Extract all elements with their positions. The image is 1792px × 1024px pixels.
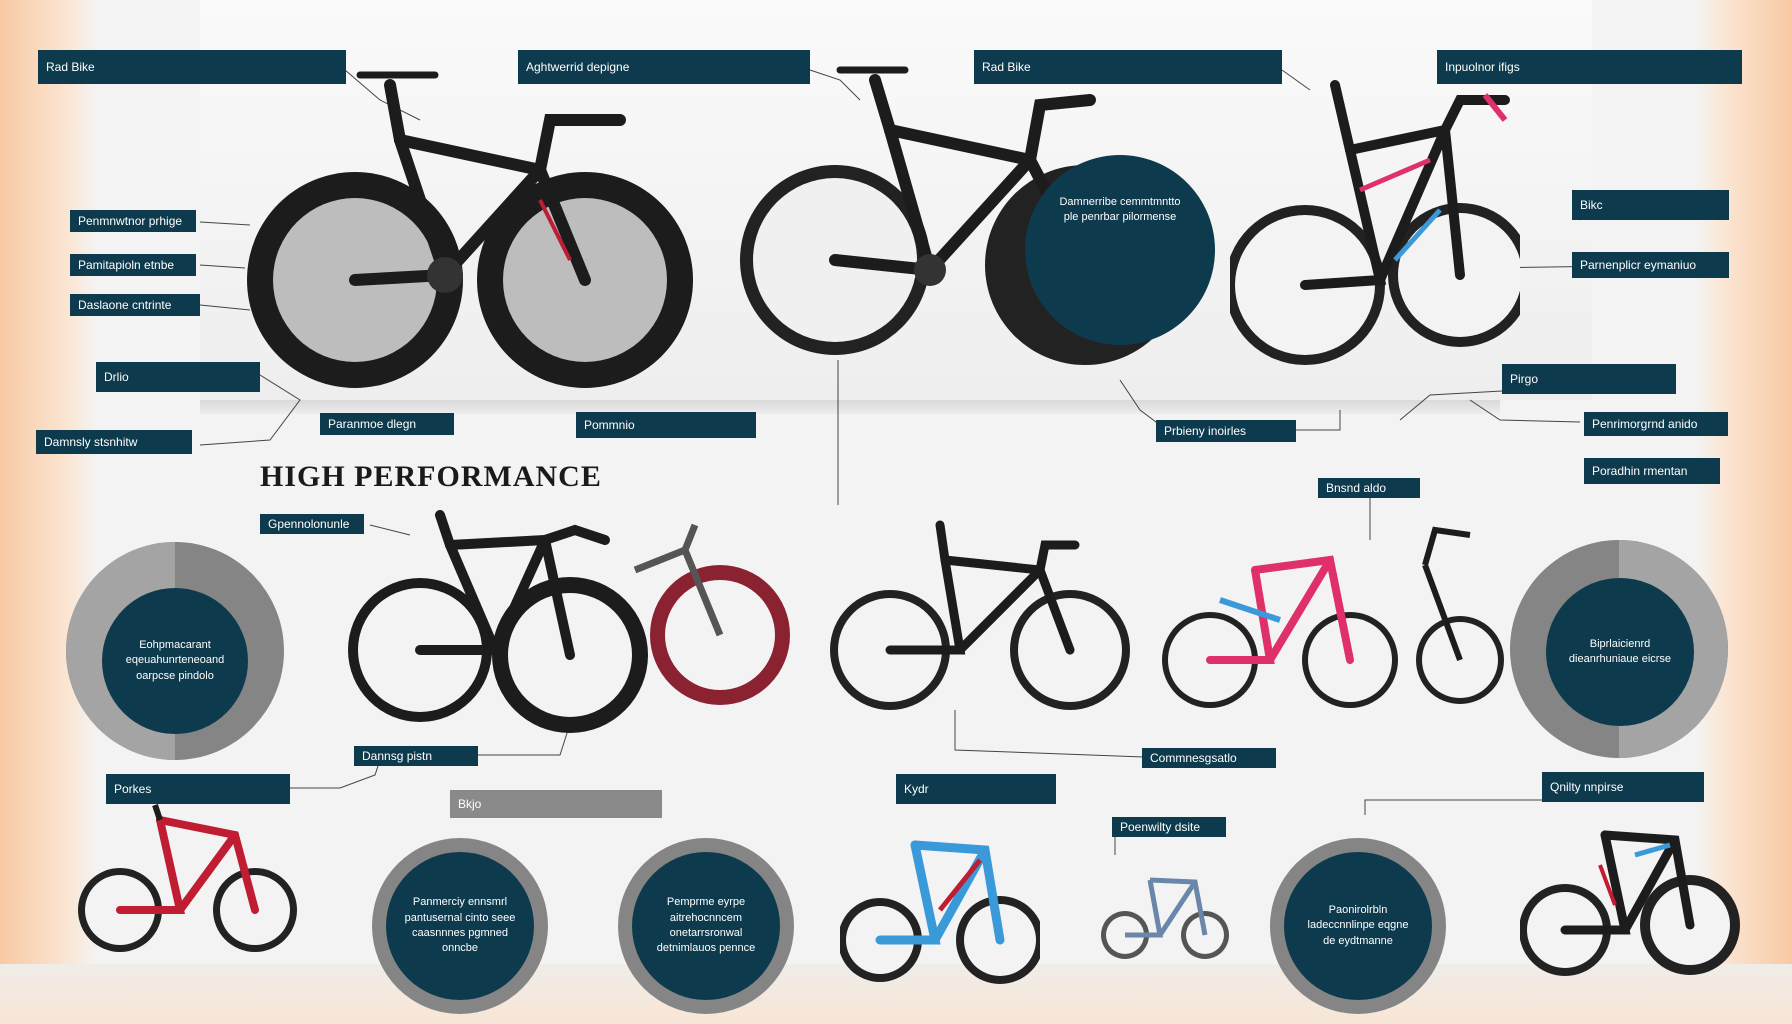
label-left-1: Penmnwtnor prhige [70,210,196,232]
info-circle-bottom-3: Paonirolrbln ladeccnnlinpe eqgne de eydt… [1284,852,1432,1000]
label-right-3: Prbieny inoirles [1156,420,1296,442]
road-bike-icon [78,804,297,952]
road-bike-icon [1520,830,1740,976]
label-center-2: Pommnio [576,412,756,438]
road-bike-icon [840,840,1040,984]
label-left-5: Damnsly stsnhitw [36,430,192,454]
label-bottom-1: Porkes [106,774,290,804]
label-right-5: Penrimorgrnd anido [1584,412,1728,436]
label-top-right: Inpuolnor ifigs [1437,50,1742,84]
label-mid-right: Bnsnd aldo [1318,478,1420,498]
page-title: HIGH PERFORMANCE [260,460,602,493]
label-aero-design: Aghtwerrid depigne [518,50,810,84]
label-lower-2: Commnesgsatlo [1142,748,1276,768]
label-right-2: Parnenplicr eymaniuo [1572,252,1729,278]
road-bike-icon [830,520,1130,710]
label-bottom-2: Bkjo [450,790,662,818]
label-left-3: Daslaone cntrinte [70,294,200,316]
label-mid-left: Gpennolonunle [260,514,364,534]
label-right-6: Poradhin rmentan [1584,458,1720,484]
label-bottom-4: Poenwilty dsite [1112,817,1226,837]
background-left-panel [0,0,96,1024]
label-bottom-3: Kydr [896,774,1056,804]
info-circle-top: Damnerribe cemmtmntto ple penrbar pilorm… [1025,155,1215,345]
info-circle-right: Biprlaicienrd dieanrhuniaue eicrse [1546,578,1694,726]
label-left-4: Drlio [96,362,260,392]
label-center-1: Paranmoe dlegn [320,413,454,435]
background-right-panel [1696,0,1792,1024]
label-right-4: Pirgo [1502,364,1676,394]
info-circle-left: Eohpmacarant eqeuahunrteneoand oarpcse p… [102,588,248,734]
label-left-2: Pamitapioln etnbe [70,254,196,276]
label-road-bike-1: Rad Bike [38,50,346,84]
label-lower-1: Dannsg pistn [354,746,478,766]
label-bottom-5: Qnilty nnpirse [1542,772,1704,802]
info-circle-bottom-1: Panmerciy ennsmrl pantusernal cinto seee… [386,852,534,1000]
info-circle-bottom-2: Pemprme eyrpe aitrehocnncem onetarrsronw… [632,852,780,1000]
road-bike-icon [1230,80,1520,365]
road-bike-icon [348,510,790,733]
road-bike-icon [1162,526,1504,708]
label-road-bike-2: Rad Bike [974,50,1282,84]
label-right-1: Bikc [1572,190,1729,220]
road-bike-icon [247,71,693,388]
road-bike-icon [1101,877,1229,959]
